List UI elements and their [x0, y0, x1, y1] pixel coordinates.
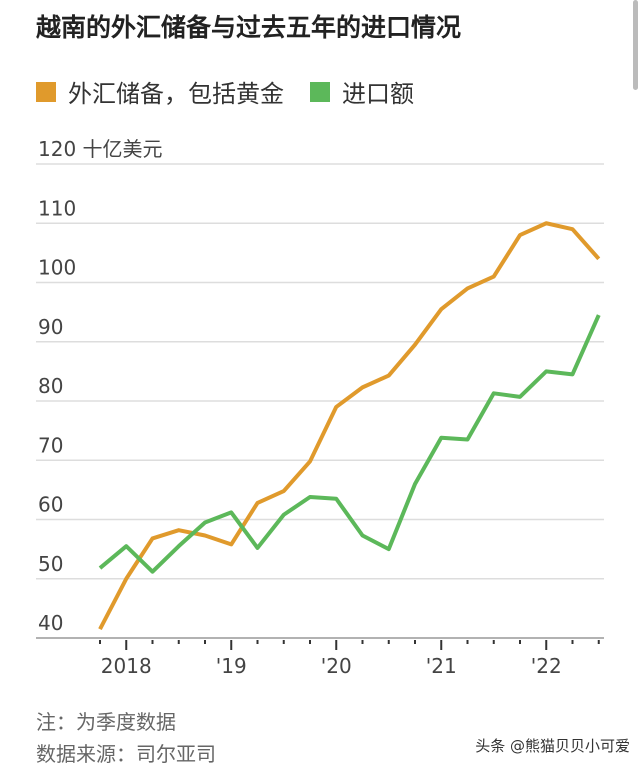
legend-item-reserves: 外汇储备，包括黄金 [36, 74, 284, 109]
scrollbar[interactable] [633, 0, 638, 90]
series-line-0 [98, 221, 601, 631]
y-tick-label: 60 [38, 493, 63, 517]
legend-item-imports: 进口额 [310, 74, 414, 109]
y-tick-label: 110 [38, 196, 76, 220]
legend: 外汇储备，包括黄金 进口额 [36, 74, 440, 109]
legend-swatch [310, 81, 330, 102]
x-tick-label: '22 [531, 654, 562, 678]
note: 注：为季度数据 [36, 710, 176, 734]
x-tick-label: '21 [426, 654, 457, 678]
y-tick-label: 90 [38, 315, 63, 339]
x-tick-label: '19 [216, 654, 247, 678]
chart-title: 越南的外汇储备与过去五年的进口情况 [36, 13, 462, 42]
y-tick-label: 80 [38, 374, 63, 398]
y-tick-label: 120 十亿美元 [38, 137, 163, 161]
source: 数据来源：司尔亚司 [36, 742, 216, 766]
x-tick-label: '20 [321, 654, 352, 678]
line-chart: 40 50 60 70 80 90 100 110 120 十亿美元 2018 '19 '20 '21 '… [36, 137, 604, 678]
legend-swatch [36, 81, 56, 102]
y-tick-label: 100 [38, 256, 76, 280]
legend-label: 进口额 [342, 80, 414, 108]
y-tick-label: 70 [38, 433, 63, 457]
legend-label: 外汇储备，包括黄金 [68, 80, 284, 108]
series-line-1 [98, 314, 601, 574]
y-tick-label: 50 [38, 552, 63, 576]
x-tick-label: 2018 [101, 654, 152, 678]
watermark: 头条 @熊猫贝贝小可爱 [475, 737, 630, 755]
y-tick-label: 40 [38, 611, 63, 635]
